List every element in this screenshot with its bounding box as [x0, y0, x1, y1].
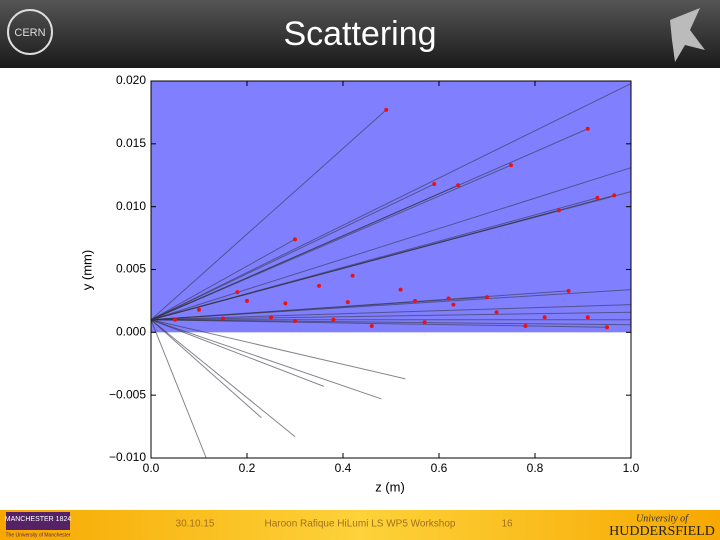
- scatter-point: [451, 302, 456, 307]
- scatter-point: [293, 237, 297, 242]
- manchester-logo-text: MANCHESTER 1824: [5, 516, 72, 523]
- scatter-point: [398, 287, 403, 292]
- scatter-point: [369, 324, 374, 329]
- track-line: [150, 109, 387, 321]
- y-tick-label: 0.000: [116, 325, 146, 339]
- track-line: [150, 183, 435, 321]
- huddersfield-top: University of: [636, 513, 689, 524]
- slide-title: Scattering: [283, 15, 436, 53]
- track-line: [150, 319, 382, 400]
- track-line: [150, 319, 324, 387]
- y-tick-label: 0.020: [116, 73, 146, 87]
- scatter-point: [585, 315, 590, 320]
- x-axis-label: z (m): [375, 479, 405, 494]
- scatter-point: [612, 193, 617, 198]
- scatter-point: [432, 182, 437, 187]
- scatter-point: [317, 283, 321, 288]
- scatter-point: [235, 290, 240, 295]
- scatter-point: [422, 320, 427, 325]
- scatter-point: [509, 163, 513, 168]
- y-tick-label: 0.005: [116, 262, 146, 276]
- track-line: [150, 319, 262, 419]
- track-line: [150, 304, 632, 321]
- footer-page: 16: [501, 519, 513, 530]
- x-tick-label: 0.4: [335, 461, 352, 475]
- y-tick-label: −0.010: [109, 450, 146, 464]
- scatter-point: [269, 315, 273, 320]
- x-tick-label: 0.0: [143, 461, 160, 475]
- huddersfield-logo: HUDDERSFIELD: [609, 524, 715, 539]
- track-line: [150, 311, 632, 321]
- y-tick-label: −0.005: [109, 387, 146, 401]
- scatter-point: [173, 317, 177, 322]
- x-tick-label: 0.2: [239, 461, 256, 475]
- scatter-point: [494, 310, 499, 315]
- scatter-point: [523, 324, 528, 329]
- manchester-logo-sub: The University of Manchester: [5, 532, 70, 538]
- scatter-point: [446, 296, 451, 301]
- footer-text: Haroon Rafique HiLumi LS WP5 Workshop: [264, 519, 455, 530]
- track-line: [150, 319, 632, 326]
- scatter-point: [331, 317, 336, 322]
- y-tick-label: 0.010: [116, 199, 146, 213]
- track-line: [150, 167, 632, 321]
- scatter-point: [456, 183, 461, 188]
- y-tick-label: 0.015: [116, 136, 146, 150]
- scatter-point: [566, 288, 571, 293]
- scatter-point: [585, 126, 590, 131]
- scatter-point: [283, 301, 288, 306]
- manchester-logo: [6, 512, 70, 530]
- track-line: [150, 209, 560, 321]
- track-line: [150, 319, 296, 438]
- scatter-point: [293, 319, 297, 324]
- y-axis-label: y (mm): [79, 250, 94, 290]
- x-tick-label: 0.6: [431, 461, 448, 475]
- cern-logo: [7, 9, 53, 55]
- x-tick-label: 1.0: [623, 461, 640, 475]
- track-line: [150, 296, 488, 321]
- scatter-point: [221, 316, 225, 321]
- scatter-point: [350, 273, 355, 278]
- track-line: [150, 319, 406, 380]
- scatter-point: [595, 195, 600, 200]
- track-line: [150, 83, 632, 321]
- track-line: [150, 319, 207, 459]
- scatter-point: [485, 295, 489, 300]
- scatter-point: [605, 325, 609, 330]
- scatter-point: [345, 300, 350, 305]
- scatter-point: [557, 208, 561, 213]
- scatter-point: [413, 298, 417, 303]
- scatter-point: [245, 298, 249, 303]
- header-bar: [0, 0, 720, 68]
- footer-bar: [0, 510, 720, 540]
- scatter-point: [197, 307, 201, 312]
- scatter-point: [384, 107, 389, 112]
- track-line: [150, 238, 296, 321]
- cern-logo-text: CERN: [14, 27, 45, 39]
- x-tick-label: 0.8: [527, 461, 544, 475]
- owl-logo: [670, 8, 705, 62]
- track-line: [150, 184, 459, 321]
- scatter-point: [542, 315, 547, 320]
- footer-date: 30.10.15: [176, 519, 215, 530]
